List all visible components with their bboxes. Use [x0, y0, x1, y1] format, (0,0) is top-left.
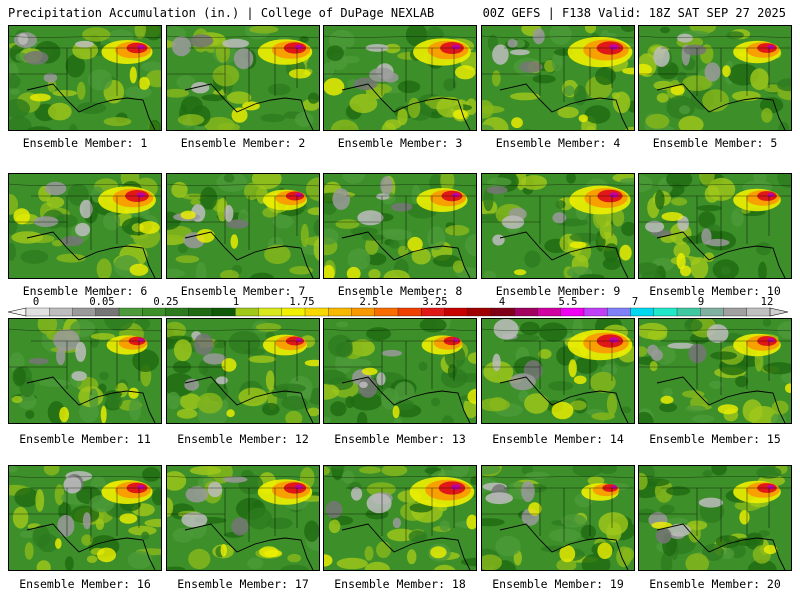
scale-swatch	[653, 307, 678, 317]
ensemble-member-map	[638, 465, 792, 571]
scale-swatch	[514, 307, 539, 317]
scale-min-arrow	[7, 307, 27, 317]
ensemble-member-map	[323, 465, 477, 571]
scale-swatch	[421, 307, 446, 317]
scale-swatch	[630, 307, 655, 317]
ensemble-member-label: Ensemble Member: 7	[180, 284, 306, 298]
ensemble-member-map	[481, 173, 635, 279]
scale-swatch	[397, 307, 422, 317]
scale-swatch	[746, 307, 771, 317]
ensemble-member-map	[166, 465, 320, 571]
valid-time-label: 00Z GEFS | F138 Valid: 18Z SAT SEP 27 20…	[482, 6, 786, 20]
scale-swatch	[281, 307, 306, 317]
ensemble-member-map	[638, 25, 792, 131]
scale-swatch	[118, 307, 143, 317]
ensemble-member-map	[481, 465, 635, 571]
scale-swatch	[188, 307, 213, 317]
ensemble-member-label: Ensemble Member: 6	[22, 284, 148, 298]
scale-swatch	[490, 307, 515, 317]
scale-swatch	[49, 307, 74, 317]
scale-swatch	[235, 307, 260, 317]
ensemble-member-label: Ensemble Member: 3	[337, 136, 463, 150]
ensemble-member-map	[8, 318, 162, 424]
ensemble-member-label: Ensemble Member: 1	[22, 136, 148, 150]
ensemble-member-label: Ensemble Member: 2	[180, 136, 306, 150]
ensemble-member-map	[323, 25, 477, 131]
scale-tick-label: 12	[761, 297, 774, 308]
scale-swatch	[165, 307, 190, 317]
ensemble-member-label: Ensemble Member: 13	[334, 432, 466, 446]
scale-swatch	[444, 307, 469, 317]
ensemble-member-map	[166, 318, 320, 424]
ensemble-member-label: Ensemble Member: 16	[19, 577, 151, 591]
ensemble-member-map	[8, 25, 162, 131]
ensemble-member-map	[8, 173, 162, 279]
ensemble-member-label: Ensemble Member: 15	[649, 432, 781, 446]
scale-swatch	[560, 307, 585, 317]
scale-tick-label: 0.05	[89, 297, 114, 308]
scale-tick-label: 9	[698, 297, 704, 308]
ensemble-member-label: Ensemble Member: 9	[495, 284, 621, 298]
ensemble-member-label: Ensemble Member: 18	[334, 577, 466, 591]
ensemble-member-label: Ensemble Member: 4	[495, 136, 621, 150]
ensemble-member-label: Ensemble Member: 14	[492, 432, 624, 446]
ensemble-member-label: Ensemble Member: 10	[649, 284, 781, 298]
ensemble-member-map	[481, 318, 635, 424]
scale-swatch	[95, 307, 120, 317]
ensemble-member-map	[8, 465, 162, 571]
scale-swatch	[700, 307, 725, 317]
ensemble-member-map	[638, 173, 792, 279]
scale-tick-label: 3.25	[422, 297, 447, 308]
scale-tick-label: 0.25	[153, 297, 178, 308]
scale-swatch	[537, 307, 562, 317]
scale-swatch	[72, 307, 97, 317]
scale-swatch	[211, 307, 236, 317]
scale-tick-label: 5.5	[559, 297, 578, 308]
scale-swatch	[607, 307, 632, 317]
scale-swatch	[723, 307, 748, 317]
ensemble-member-label: Ensemble Member: 19	[492, 577, 624, 591]
page-title: Precipitation Accumulation (in.) | Colle…	[8, 6, 435, 20]
ensemble-member-map	[323, 318, 477, 424]
scale-max-arrow	[769, 307, 789, 317]
ensemble-member-label: Ensemble Member: 8	[337, 284, 463, 298]
scale-swatch	[258, 307, 283, 317]
scale-swatch	[467, 307, 492, 317]
ensemble-member-label: Ensemble Member: 17	[177, 577, 309, 591]
ensemble-member-map	[166, 25, 320, 131]
scale-swatch	[676, 307, 701, 317]
scale-swatch	[304, 307, 329, 317]
scale-swatch	[25, 307, 50, 317]
scale-swatch	[142, 307, 167, 317]
ensemble-member-label: Ensemble Member: 11	[19, 432, 151, 446]
ensemble-member-map	[166, 173, 320, 279]
scale-swatch	[328, 307, 353, 317]
scale-tick-label: 0	[33, 297, 39, 308]
ensemble-member-label: Ensemble Member: 20	[649, 577, 781, 591]
scale-swatch	[351, 307, 376, 317]
scale-swatch	[583, 307, 608, 317]
ensemble-member-map	[481, 25, 635, 131]
scale-tick-label: 1.75	[289, 297, 314, 308]
precip-color-scale: 0 0.05 0.25 1 1.75 2.5 3.25 4 5.5 7 9 12	[7, 297, 789, 317]
scale-tick-label: 1	[233, 297, 239, 308]
scale-swatch	[374, 307, 399, 317]
scale-tick-label: 4	[499, 297, 505, 308]
scale-tick-label: 2.5	[360, 297, 379, 308]
ensemble-member-map	[638, 318, 792, 424]
scale-tick-label: 7	[632, 297, 638, 308]
ensemble-member-label: Ensemble Member: 5	[652, 136, 778, 150]
ensemble-member-map	[323, 173, 477, 279]
ensemble-member-label: Ensemble Member: 12	[177, 432, 309, 446]
